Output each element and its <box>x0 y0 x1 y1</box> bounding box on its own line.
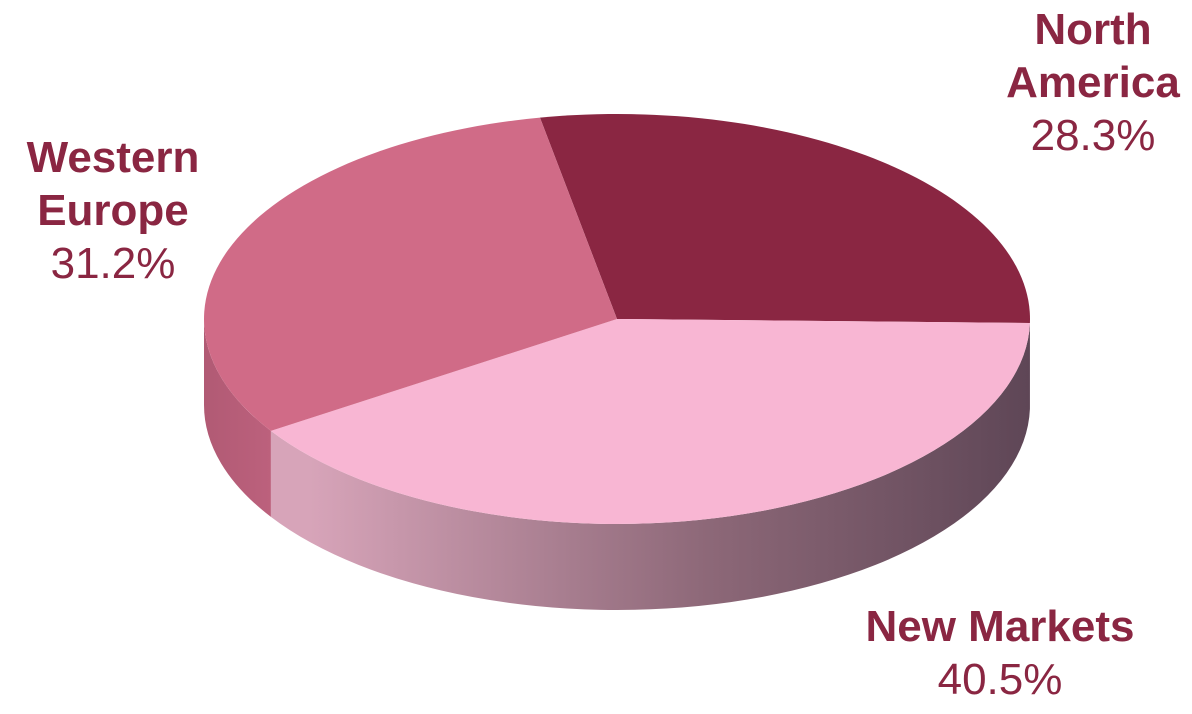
slice-name-north-america-line1: North <box>1034 5 1152 54</box>
pie-slices <box>203 114 1030 525</box>
slice-side-western-europe <box>204 319 271 517</box>
label-north-america: North America 28.3% <box>978 3 1192 162</box>
slice-value-western-europe: 31.2% <box>50 239 176 288</box>
pie-sides <box>204 319 1030 610</box>
slice-western-europe <box>203 117 617 431</box>
slice-name-western-europe-line2: Europe <box>37 186 189 235</box>
label-western-europe: Western Europe 31.2% <box>2 131 224 290</box>
slice-name-new-markets: New Markets <box>865 602 1135 651</box>
slice-north-america <box>539 114 1030 324</box>
slice-value-north-america: 28.3% <box>1030 111 1156 160</box>
slice-value-new-markets: 40.5% <box>937 655 1063 704</box>
slice-side-new-markets <box>270 323 1030 610</box>
slice-name-north-america-line2: America <box>1006 58 1180 107</box>
label-new-markets: New Markets 40.5% <box>820 600 1180 706</box>
slice-name-western-europe-line1: Western <box>26 133 200 182</box>
slice-new-markets <box>270 319 1030 525</box>
